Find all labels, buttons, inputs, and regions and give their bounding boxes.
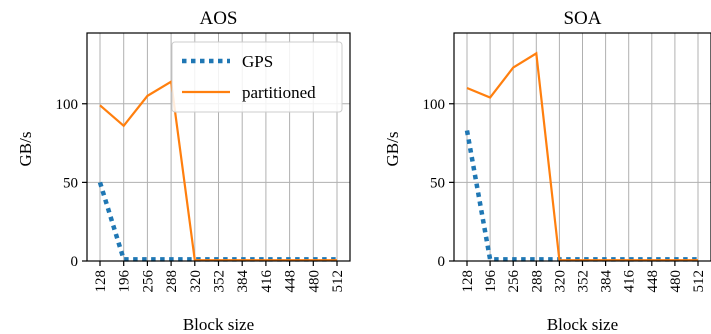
y-axis-label: GB/s [16,132,35,167]
x-tick-label: 128 [460,270,476,293]
x-tick-label: 352 [212,270,228,293]
x-tick-label: 128 [93,270,109,293]
x-tick-label: 416 [259,270,275,293]
x-tick-label: 416 [622,270,638,293]
chart-panel-aos: AOS 0 50 100 128 196 256 288 320 352 384 416 448 480 5… [16,8,351,334]
x-tick-label: 288 [164,270,180,293]
y-tick-label: 50 [430,175,445,191]
x-axis-label: Block size [183,315,254,334]
legend-label-gps: GPS [242,52,273,71]
chart-title: SOA [563,8,601,29]
y-tick-label: 100 [423,97,446,113]
legend-label-partitioned: partitioned [242,83,316,102]
x-tick-label: 384 [235,270,251,293]
series-line-partitioned [99,79,337,262]
chart-title: AOS [199,8,237,29]
chart-panel-soa: SOA 0 50 100 128 196 256 288 320 352 384 416 448 480 5… [383,8,711,334]
x-tick-label: 320 [188,270,204,293]
legend-box [171,41,343,113]
legend: GPS partitioned [171,41,343,113]
x-axis-label: Block size [547,315,618,334]
x-tick-label: 352 [576,270,592,293]
x-tick-label: 320 [552,270,568,293]
y-tick-label: 100 [56,97,79,113]
x-tick-label: 256 [506,270,522,293]
series-line-partitioned [466,51,698,262]
x-tick-label: 384 [599,270,615,293]
x-tick-label: 448 [283,270,299,293]
x-tick-label: 480 [306,270,322,293]
x-tick-label: 512 [330,270,346,293]
x-tick-label: 512 [691,270,707,293]
x-tick-label: 196 [117,270,133,293]
x-tick-label: 480 [668,270,684,293]
x-tick-label: 448 [645,270,661,293]
y-tick-label: 0 [71,254,79,270]
y-tick-label: 0 [438,254,446,270]
x-tick-label: 256 [140,270,156,293]
x-tick-label: 196 [483,269,499,292]
y-axis-label: GB/s [383,132,402,167]
y-tick-label: 50 [63,175,78,191]
x-tick-label: 288 [529,270,545,293]
